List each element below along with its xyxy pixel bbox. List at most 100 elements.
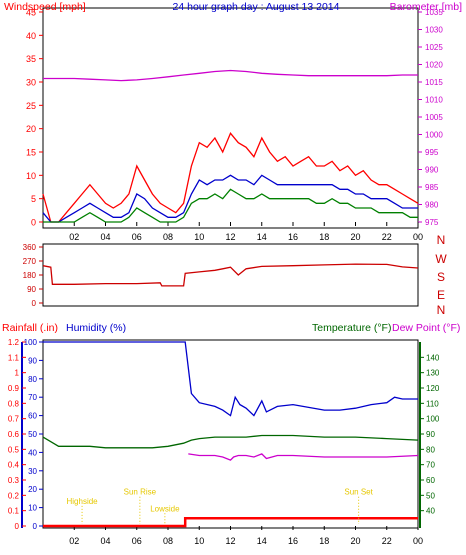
series-line-gust [42, 132, 419, 223]
direction-degree-axis: 0 90 180 270 360 [23, 243, 43, 308]
temperature-tick-label: 80 [426, 445, 435, 454]
barometer-tick-label: 1030 [425, 26, 443, 35]
barometer-tick-label: 1005 [425, 113, 443, 122]
windspeed-tick-label: 15 [26, 148, 36, 158]
time-tick-label: 08 [163, 232, 173, 242]
time-tick-label: 02 [69, 232, 79, 242]
temperature-tick-label: 40 [426, 507, 435, 516]
compass-label: W [435, 252, 447, 266]
series-line-wind-direction [42, 263, 419, 287]
rainfall-tick-label: 1 [15, 369, 20, 378]
barometer-tick-label: 1025 [425, 43, 443, 52]
time-tick-label: 08 [163, 536, 173, 546]
temperature-tick-label: 90 [426, 430, 435, 439]
series-line-humidity [43, 341, 418, 417]
time-tick-label: 00 [413, 536, 423, 546]
humidity-tick-label: 70 [28, 393, 37, 402]
windspeed-tick-label: 30 [26, 78, 36, 88]
time-axis-bottom: 02 04 06 08 10 12 14 16 18 20 22 00 [69, 526, 423, 546]
compass-label: E [437, 288, 445, 302]
humidity-tick-label: 10 [28, 504, 37, 513]
series-line-average [42, 174, 418, 223]
barometer-tick-label: 1000 [425, 131, 443, 140]
time-tick-label: 06 [132, 536, 142, 546]
time-tick-label: 16 [288, 232, 298, 242]
rainfall-tick-label: 0.7 [8, 415, 20, 424]
wind-panel-frame [42, 7, 419, 229]
windspeed-tick-label: 45 [26, 8, 36, 18]
windspeed-tick-label: 0 [31, 218, 36, 228]
series-line-barometer-mb [43, 69, 418, 82]
temperature-tick-label: 50 [426, 491, 435, 500]
humidity-axis-label: Humidity (%) [66, 322, 126, 334]
annotation-label: Lowside [150, 504, 180, 513]
barometer-axis: 975 980 985 990 995 1000 1005 1010 1015 1020 1025 1… [418, 8, 443, 227]
series-line-temperature-f [42, 434, 419, 449]
humidity-tick-label: 50 [28, 430, 37, 439]
humidity-tick-label: 40 [28, 448, 37, 457]
time-tick-label: 00 [413, 232, 423, 242]
humidity-tick-label: 100 [24, 338, 38, 347]
time-tick-label: 22 [382, 232, 392, 242]
time-tick-label: 22 [382, 536, 392, 546]
barometer-tick-label: 1015 [425, 78, 443, 87]
rainfall-tick-label: 0.1 [8, 507, 20, 516]
series-line-rainfall-in [43, 517, 418, 528]
rainfall-tick-label: 0.5 [8, 445, 20, 454]
rainfall-tick-label: 1.2 [8, 338, 20, 347]
time-tick-label: 18 [319, 232, 329, 242]
windspeed-tick-label: 5 [31, 194, 36, 204]
compass-label: N [437, 303, 446, 317]
barometer-tick-label: 1010 [425, 96, 443, 105]
direction-panel-frame [42, 243, 419, 307]
humidity-tick-label: 0 [33, 522, 38, 531]
barometer-tick-label: 980 [425, 201, 439, 210]
rainfall-tick-label: 1.1 [8, 353, 20, 362]
temperature-tick-label: 140 [426, 353, 440, 362]
time-axis-top: 02 04 06 08 10 12 14 16 18 20 22 00 [69, 222, 423, 242]
time-tick-label: 20 [350, 232, 360, 242]
barometer-tick-label: 1035 [425, 8, 443, 17]
rainfall-tick-label: 0.4 [8, 461, 20, 470]
time-tick-label: 04 [100, 232, 110, 242]
rainfall-axis-label: Rainfall (.in) [2, 322, 58, 334]
barometer-tick-label: 1020 [425, 61, 443, 70]
temperature-tick-label: 130 [426, 369, 440, 378]
windspeed-tick-label: 40 [26, 31, 36, 41]
temperature-tick-label: 110 [426, 399, 439, 408]
humidity-tick-label: 80 [28, 375, 37, 384]
temperature-axis: 40 50 60 70 80 90 100 110 120 130 140 [420, 353, 440, 516]
time-tick-label: 20 [350, 536, 360, 546]
time-tick-label: 04 [100, 536, 110, 546]
rain-humidity-temperature-panel: Rainfall (.in) Humidity (%) Temperature … [2, 322, 460, 546]
temperature-tick-label: 70 [426, 461, 435, 470]
time-tick-label: 12 [225, 232, 235, 242]
series-line-windspeed [43, 188, 418, 223]
annotation-label: Sun Set [344, 488, 373, 497]
windspeed-tick-label: 10 [26, 171, 36, 181]
rainfall-tick-label: 0.6 [8, 430, 20, 439]
humidity-tick-label: 20 [28, 485, 37, 494]
rainfall-tick-label: 0.2 [8, 491, 20, 500]
direction-tick-label: 360 [23, 243, 37, 252]
humidity-tick-label: 90 [28, 356, 37, 365]
barometer-tick-label: 985 [425, 183, 439, 192]
barometer-tick-label: 975 [425, 218, 439, 227]
time-tick-label: 18 [319, 536, 329, 546]
temperature-tick-label: 60 [426, 476, 435, 485]
windspeed-tick-label: 20 [26, 124, 36, 134]
temperature-tick-label: 100 [426, 415, 440, 424]
humidity-axis: 0 10 20 30 40 50 60 70 80 90 100 [24, 338, 43, 531]
temperature-tick-label: 120 [426, 384, 440, 393]
direction-tick-label: 180 [23, 271, 37, 280]
windspeed-axis-label: Windspeed [mph] [4, 1, 86, 13]
direction-tick-label: 270 [23, 257, 37, 266]
time-tick-label: 06 [132, 232, 142, 242]
direction-tick-label: 0 [32, 299, 37, 308]
rainfall-tick-label: 0.8 [8, 399, 20, 408]
annotation-label: Sun Rise [124, 488, 157, 497]
compass-label: N [437, 233, 446, 247]
